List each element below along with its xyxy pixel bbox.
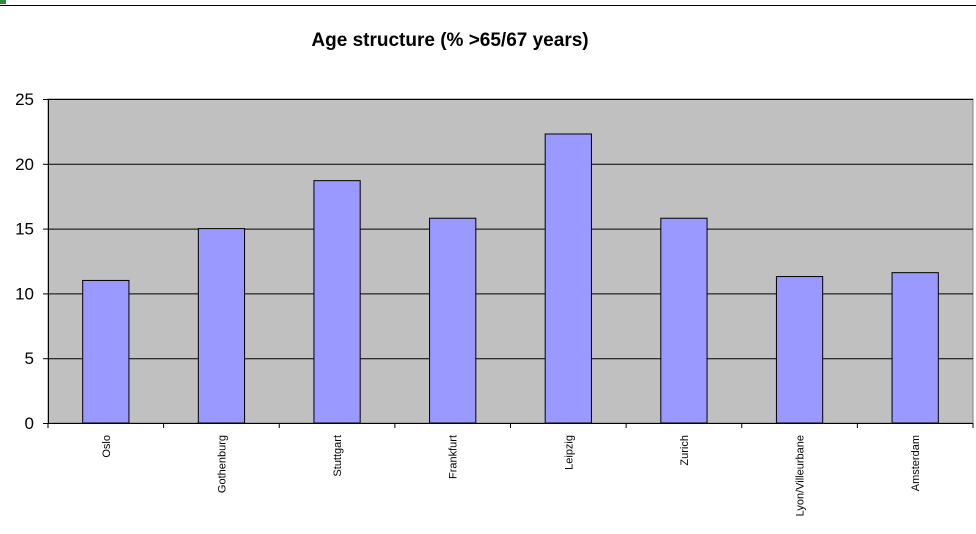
- x-tick-label: Frankfurt: [448, 435, 460, 479]
- bar-zurich: [660, 217, 708, 424]
- y-tick-label: 0: [25, 414, 34, 433]
- y-tick-label: 15: [15, 220, 34, 239]
- x-tick-label: Leipzig: [563, 435, 575, 470]
- y-tick-label: 25: [15, 90, 34, 109]
- y-tick-label: 10: [15, 284, 34, 303]
- plot-area: [47, 98, 974, 424]
- y-tick-label: 20: [15, 155, 34, 174]
- x-tick-label: Zurich: [679, 435, 691, 466]
- bar-lyon-villeurbane: [775, 276, 824, 424]
- x-tick-label: Stuttgart: [332, 435, 344, 477]
- x-tick-label: Amsterdam: [910, 435, 922, 491]
- bar-stuttgart: [313, 180, 361, 424]
- bar-frankfurt: [429, 217, 477, 424]
- bar-oslo: [82, 279, 130, 424]
- top-rule: [0, 5, 976, 6]
- bar-gothenburg: [197, 228, 246, 424]
- y-axis: 0 5 10 15 20 25: [15, 90, 49, 433]
- x-axis: Oslo Gothenburg Stuttgart Frankfurt Leipzig Z…: [47, 423, 974, 516]
- x-tick-label: Gothenburg: [216, 435, 228, 493]
- x-tick-label: Lyon/Villeurbane: [795, 435, 807, 516]
- y-tick-label: 5: [25, 349, 34, 368]
- bar-leipzig: [544, 133, 592, 424]
- bar-amsterdam: [891, 272, 939, 424]
- x-tick-label: Oslo: [101, 435, 113, 458]
- chart-title: Age structure (% >65/67 years): [311, 30, 589, 51]
- bars: [82, 133, 939, 424]
- corner-accent: [0, 0, 6, 4]
